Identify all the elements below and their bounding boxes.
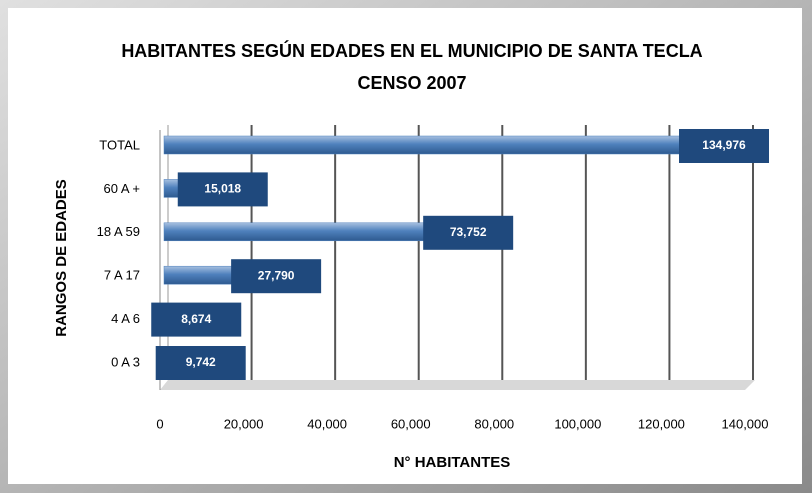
chart-subtitle: CENSO 2007 [357, 73, 466, 93]
x-tick-label: 100,000 [554, 416, 601, 431]
data-label: 134,976 [702, 138, 746, 152]
y-axis-title: RANGOS DE EDADES [53, 179, 70, 337]
x-tick-label: 40,000 [307, 416, 347, 431]
x-tick-label: 140,000 [722, 416, 769, 431]
data-label-box [231, 259, 322, 294]
chart-title: HABITANTES SEGÚN EDADES EN EL MUNICIPIO … [121, 40, 702, 61]
x-tick-label: 0 [156, 416, 163, 431]
data-label: 27,790 [258, 268, 295, 282]
data-label-box [177, 172, 268, 207]
data-label-box [155, 346, 246, 380]
data-label: 15,018 [204, 182, 241, 196]
y-tick-label: 18 A 59 [97, 224, 140, 239]
x-tick-label: 20,000 [224, 416, 264, 431]
x-tick-label: 60,000 [391, 416, 431, 431]
data-label-box [679, 129, 770, 163]
data-label: 73,752 [450, 225, 487, 239]
x-axis-title: N° HABITANTES [394, 454, 511, 471]
bar [163, 135, 729, 155]
y-tick-label: 7 A 17 [104, 268, 140, 283]
data-label: 9,742 [186, 355, 216, 369]
data-label: 8,674 [181, 312, 211, 326]
y-tick-label: 60 A + [103, 181, 140, 196]
x-tick-label: 80,000 [474, 416, 514, 431]
x-tick-label: 120,000 [638, 416, 685, 431]
y-tick-label: TOTAL [99, 137, 140, 152]
y-tick-label: 4 A 6 [111, 311, 140, 326]
floor [160, 380, 755, 390]
data-label-box [151, 302, 242, 337]
data-label-box [423, 215, 514, 250]
y-tick-label: 0 A 3 [111, 354, 140, 369]
